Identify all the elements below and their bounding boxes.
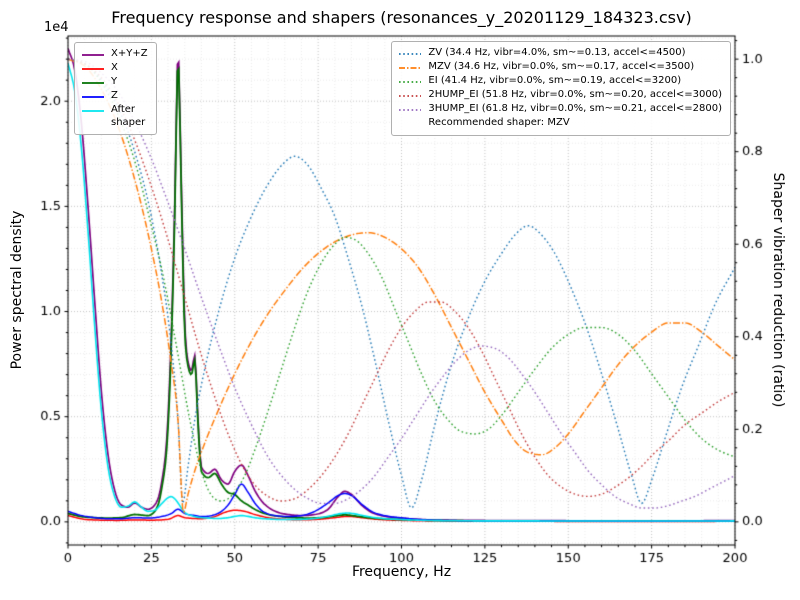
legend-line-swatch xyxy=(398,118,422,130)
y-axis-label-left: Power spectral density xyxy=(9,210,25,370)
legend-label: 2HUMP_EI (51.8 Hz, vibr=0.0%, sm~=0.20, … xyxy=(428,89,722,100)
legend-label: X xyxy=(111,62,118,73)
legend-item-psd: After shaper xyxy=(81,104,148,129)
y-axis-label-right: Shaper vibration reduction (ratio) xyxy=(770,172,786,408)
legend-label: MZV (34.6 Hz, vibr=0.0%, sm~=0.17, accel… xyxy=(428,61,695,72)
legend-label: 3HUMP_EI (61.8 Hz, vibr=0.0%, sm~=0.21, … xyxy=(428,103,722,114)
legend-label: Y xyxy=(111,76,118,87)
x-axis-label: Frequency, Hz xyxy=(351,564,452,580)
legend-line-swatch xyxy=(82,96,104,98)
y-axis-offset-text: 1e4 xyxy=(44,20,69,35)
legend-item-shaper: ZV (34.4 Hz, vibr=4.0%, sm~=0.13, accel<… xyxy=(398,47,722,60)
legend-item-recommended-shaper: Recommended shaper: MZV xyxy=(398,117,722,130)
legend-line-swatch xyxy=(82,54,104,56)
legend-item-psd: Z xyxy=(81,90,148,103)
legend-line-swatch xyxy=(399,67,422,69)
legend-line-swatch xyxy=(399,81,422,83)
legend-line-swatch xyxy=(399,95,422,97)
legend-item-psd: X+Y+Z xyxy=(81,48,148,61)
legend-line-swatch xyxy=(82,68,104,70)
legend-label: X+Y+Z xyxy=(111,48,148,59)
legend-item-psd: X xyxy=(81,62,148,75)
legend-label: Recommended shaper: MZV xyxy=(428,117,570,128)
legend-line-swatch xyxy=(399,53,422,55)
legend-line-swatch xyxy=(399,109,422,111)
legend-item-shaper: 2HUMP_EI (51.8 Hz, vibr=0.0%, sm~=0.20, … xyxy=(398,89,722,102)
legend-label: EI (41.4 Hz, vibr=0.0%, sm~=0.19, accel<… xyxy=(428,75,682,86)
legend-line-swatch xyxy=(82,82,104,84)
legend-line-swatch xyxy=(82,110,104,112)
legend-shapers: ZV (34.4 Hz, vibr=4.0%, sm~=0.13, accel<… xyxy=(391,41,731,136)
legend-label: ZV (34.4 Hz, vibr=4.0%, sm~=0.13, accel<… xyxy=(428,47,686,58)
legend-label: Z xyxy=(111,90,118,101)
legend-label: After shaper xyxy=(111,104,146,128)
legend-item-shaper: MZV (34.6 Hz, vibr=0.0%, sm~=0.17, accel… xyxy=(398,61,722,74)
legend-item-psd: Y xyxy=(81,76,148,89)
legend-psd: X+Y+Z X Y Z After shaper xyxy=(74,42,157,135)
legend-item-shaper: 3HUMP_EI (61.8 Hz, vibr=0.0%, sm~=0.21, … xyxy=(398,103,722,116)
legend-item-shaper: EI (41.4 Hz, vibr=0.0%, sm~=0.19, accel<… xyxy=(398,75,722,88)
chart-title: Frequency response and shapers (resonanc… xyxy=(111,8,692,27)
